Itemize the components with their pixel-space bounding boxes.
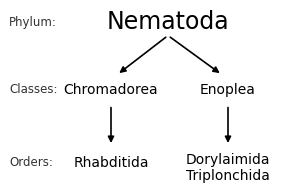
Text: Rhabditida: Rhabditida: [73, 156, 149, 170]
Text: Nematoda: Nematoda: [107, 10, 229, 34]
Text: Dorylaimida
Triplonchida: Dorylaimida Triplonchida: [186, 153, 270, 183]
Text: Enoplea: Enoplea: [200, 83, 256, 97]
Text: Orders:: Orders:: [9, 156, 53, 169]
Text: Classes:: Classes:: [9, 83, 58, 96]
Text: Chromadorea: Chromadorea: [64, 83, 158, 97]
Text: Phylum:: Phylum:: [9, 16, 57, 29]
